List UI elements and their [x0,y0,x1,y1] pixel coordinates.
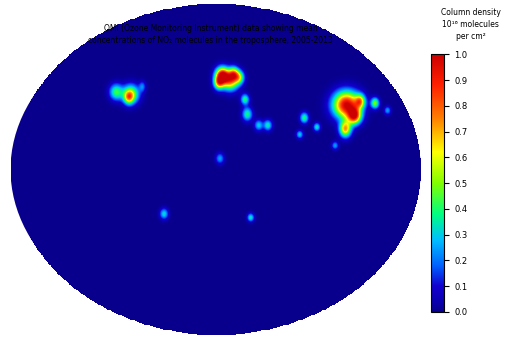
Text: OMI (Ozone Monitoring Instrument) data showing mean
concentrations of NO₂ molecu: OMI (Ozone Monitoring Instrument) data s… [88,24,333,45]
Ellipse shape [11,10,421,329]
Text: Column density
10¹⁶ molecules
per cm²: Column density 10¹⁶ molecules per cm² [441,8,501,41]
